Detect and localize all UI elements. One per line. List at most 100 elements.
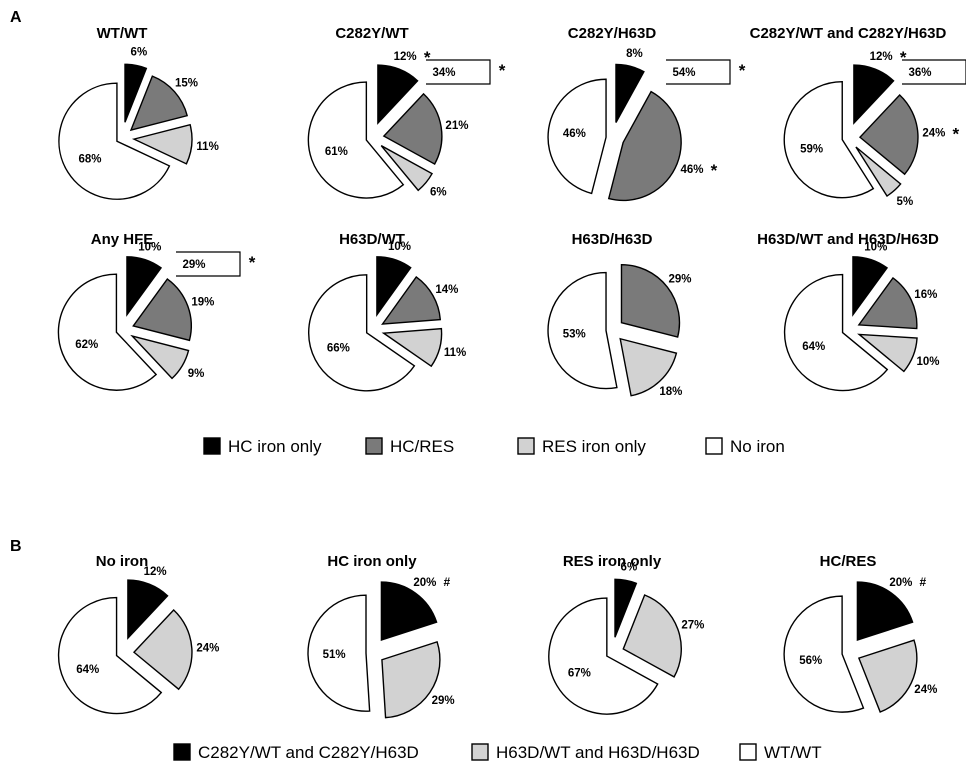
slice-label: 66% bbox=[327, 343, 350, 355]
pie-slice-hc-res bbox=[857, 276, 918, 330]
legend-label: H63D/WT and H63D/H63D bbox=[496, 743, 700, 762]
pie-slice-no-iron bbox=[308, 274, 416, 392]
pie-title: C282Y/WT bbox=[335, 25, 408, 42]
combined-bracket: 36%* bbox=[902, 59, 966, 85]
legend-item-wt-wt: WT/WT bbox=[739, 743, 822, 762]
slice-label: 6% bbox=[430, 187, 447, 199]
pie-slice-res-iron-only bbox=[381, 327, 443, 368]
pie-slice-no-iron bbox=[547, 271, 618, 390]
bracket-label: 36% bbox=[908, 67, 931, 79]
panel-label-a: A bbox=[10, 9, 22, 26]
legend-label: RES iron only bbox=[542, 437, 646, 456]
pie-title: C282Y/H63D bbox=[568, 25, 657, 42]
pie-slice-c282y-wt-and-c282y-h63d bbox=[856, 581, 914, 642]
slice-label: 21% bbox=[445, 120, 468, 132]
pie-title: H63D/H63D bbox=[572, 231, 653, 248]
slice-label: 59% bbox=[800, 144, 823, 156]
pie-slice-hc-res bbox=[382, 92, 443, 166]
panel-label-b: B bbox=[10, 538, 22, 555]
pie-slice-h63d-wt-and-h63d-h63d bbox=[381, 640, 441, 719]
slice-label: 20% bbox=[889, 577, 912, 589]
slice-label: 19% bbox=[191, 297, 214, 309]
pie-slice-hc-res bbox=[381, 275, 442, 325]
significance-marker: * bbox=[499, 61, 506, 80]
pie-slice-res-iron-only bbox=[855, 146, 902, 197]
slice-label: 24% bbox=[196, 643, 219, 655]
slice-label: 10% bbox=[138, 241, 161, 253]
pie-title: C282Y/WT and C282Y/H63D bbox=[750, 25, 947, 42]
legend-item-c282y-wt-and-c282y-h63d: C282Y/WT and C282Y/H63D bbox=[173, 743, 419, 762]
pie-slice-hc-iron-only bbox=[124, 63, 148, 123]
slice-label: 16% bbox=[914, 289, 937, 301]
pie-title: HC iron only bbox=[327, 553, 417, 570]
legend-item-hc-res: HC/RES bbox=[365, 437, 454, 456]
pie-slice-hc-iron-only bbox=[615, 63, 645, 123]
slice-label: 5% bbox=[897, 196, 914, 208]
pie-slice-hc-res bbox=[620, 263, 681, 338]
slice-label: 18% bbox=[659, 386, 682, 398]
pie-slice-wt-wt bbox=[57, 596, 163, 715]
slice-label: 56% bbox=[799, 655, 822, 667]
pie-slice-wt-wt bbox=[307, 594, 371, 712]
legend-item-res-iron-only: RES iron only bbox=[517, 437, 646, 456]
pie-slice-no-iron bbox=[57, 273, 158, 391]
bracket-label: 34% bbox=[432, 67, 455, 79]
significance-marker: # bbox=[444, 575, 451, 589]
pie-hc-iron-only: HC iron only 20% #29% 51% bbox=[307, 553, 455, 719]
pie-slice-h63d-wt-and-h63d-h63d bbox=[132, 608, 193, 691]
pie-slice-no-iron bbox=[783, 80, 875, 199]
pie-slice-no-iron bbox=[547, 78, 607, 195]
combined-bracket: 29% * bbox=[176, 251, 256, 277]
bracket-line bbox=[176, 251, 241, 277]
pie-slice-hc-res bbox=[607, 90, 682, 202]
legend-swatch bbox=[203, 437, 221, 455]
pie-slice-res-iron-only bbox=[857, 333, 918, 373]
legend-label: HC/RES bbox=[390, 437, 454, 456]
slice-label: 27% bbox=[681, 620, 704, 632]
legend-label: HC iron only bbox=[228, 437, 322, 456]
slice-label: 10% bbox=[864, 241, 887, 253]
bracket-line bbox=[426, 59, 491, 85]
pie-title: No iron bbox=[96, 553, 149, 570]
slice-label: 15% bbox=[175, 77, 198, 89]
significance-marker: * bbox=[953, 125, 960, 144]
slice-label: 11% bbox=[196, 141, 218, 153]
slice-label: 53% bbox=[563, 329, 586, 341]
slice-label: 64% bbox=[76, 664, 99, 676]
combined-bracket: 54% * bbox=[666, 59, 746, 85]
pie-title: WT/WT bbox=[97, 25, 148, 42]
slice-label: 51% bbox=[323, 649, 346, 661]
slice-label: 29% bbox=[668, 274, 691, 286]
legend-panel-a: HC iron only HC/RES RES iron only No iron bbox=[203, 437, 785, 456]
bracket-label: 54% bbox=[672, 67, 695, 79]
pie-slice-h63d-wt-and-h63d-h63d bbox=[857, 639, 918, 713]
slice-label: 14% bbox=[435, 284, 458, 296]
slice-label: 61% bbox=[325, 146, 348, 158]
pie-slice-hc-res bbox=[132, 278, 192, 342]
legend-item-h63d-wt-and-h63d-h63d: H63D/WT and H63D/H63D bbox=[471, 743, 700, 762]
bracket-label: 29% bbox=[182, 259, 205, 271]
legend-swatch bbox=[739, 743, 757, 761]
pie-slice-c282y-wt-and-c282y-h63d bbox=[614, 578, 638, 638]
slice-label: 29% bbox=[432, 695, 455, 707]
legend-label: No iron bbox=[730, 437, 785, 456]
pie-slice-res-iron-only bbox=[131, 123, 193, 165]
slice-label: 20% bbox=[413, 577, 436, 589]
slice-label: 10% bbox=[388, 241, 411, 253]
pie-slice-c282y-wt-and-c282y-h63d bbox=[127, 579, 169, 640]
legend-label: WT/WT bbox=[764, 743, 822, 762]
pie-slice-res-iron-only bbox=[619, 337, 678, 397]
pie-title: Any HFE bbox=[91, 231, 154, 248]
pie-title: H63D/WT and H63D/H63D bbox=[757, 231, 939, 248]
significance-marker: * bbox=[424, 48, 431, 67]
combined-bracket: 34% * bbox=[426, 59, 506, 85]
legend-swatch bbox=[517, 437, 535, 455]
slice-label: 6% bbox=[131, 47, 148, 59]
slice-label: 12% bbox=[870, 51, 893, 63]
slice-label: 9% bbox=[188, 368, 205, 380]
pie-slice-hc-res bbox=[129, 75, 189, 132]
